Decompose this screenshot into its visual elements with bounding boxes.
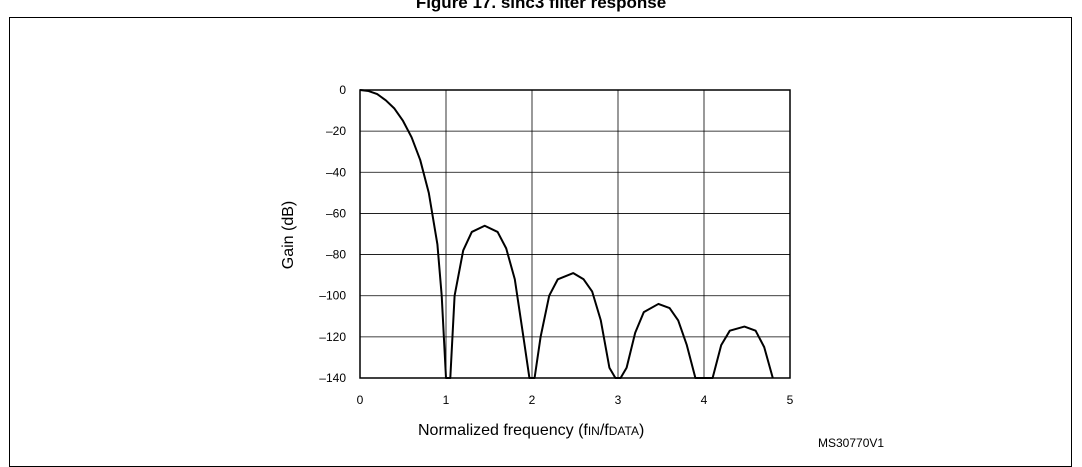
y-tick-label-1: –20	[326, 124, 346, 138]
figure-code: MS30770V1	[818, 436, 884, 450]
y-tick-label-4: –80	[326, 248, 346, 262]
figure-title: Figure 17. sinc3 filter response	[415, 0, 667, 12]
x-tick-labels: 0 1 2 3 4 5	[357, 393, 794, 407]
x-axis-label: Normalized frequency (fIN/fDATA)	[418, 422, 644, 439]
y-tick-labels: 0 –20 –40 –60 –80 –100 –120 –140	[319, 83, 346, 385]
x-tick-label-4: 4	[701, 393, 708, 407]
y-tick-label-0: 0	[339, 83, 346, 97]
gain-curve	[359, 89, 774, 379]
y-tick-label-5: –100	[319, 289, 346, 303]
x-tick-label-1: 1	[443, 393, 450, 407]
y-tick-label-3: –60	[326, 206, 346, 220]
x-tick-label-2: 2	[529, 393, 536, 407]
x-tick-label-5: 5	[787, 393, 794, 407]
y-tick-label-6: –120	[319, 330, 346, 344]
y-axis-label: Gain (dB)	[280, 201, 297, 269]
y-tick-label-7: –140	[319, 371, 346, 385]
x-tick-label-3: 3	[615, 393, 622, 407]
grid-lines	[360, 90, 790, 378]
plot-border	[359, 89, 791, 379]
x-tick-label-0: 0	[357, 393, 364, 407]
y-tick-label-2: –40	[326, 165, 346, 179]
